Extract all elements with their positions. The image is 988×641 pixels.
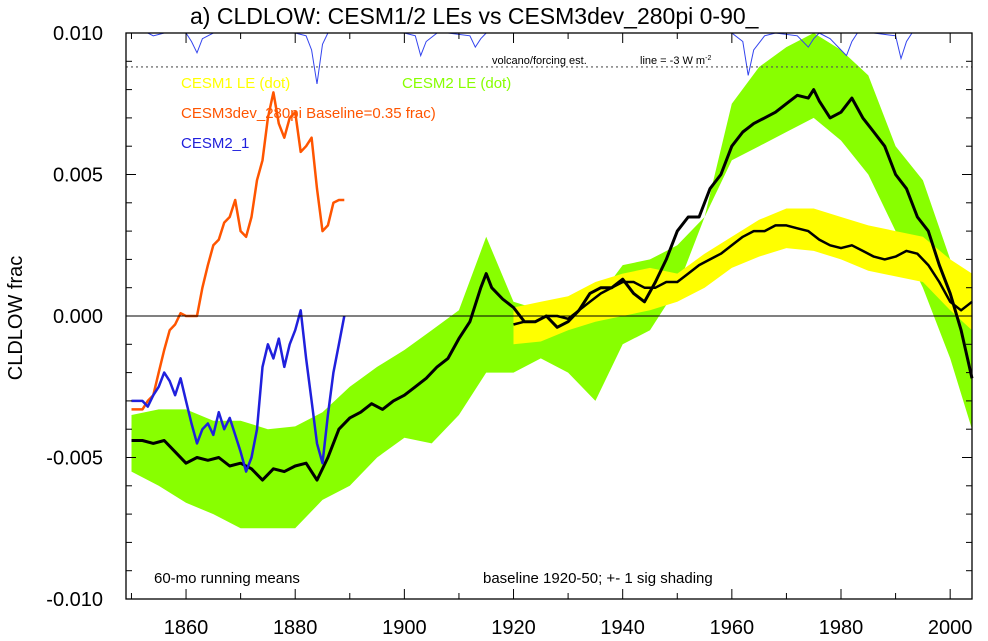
legend-cesm2-1: CESM2_1: [181, 135, 249, 152]
baseline-note: baseline 1920-50; +- 1 sig shading: [483, 570, 713, 587]
x-tick-label: 1860: [164, 617, 209, 639]
y-tick-label: -0.005: [46, 448, 103, 470]
y-tick-label: 0.010: [53, 23, 103, 45]
series-line-4: [131, 91, 345, 411]
running-mean-note: 60-mo running means: [154, 570, 300, 587]
legend-cesm3dev: CESM3dev_280pi Baseline=0.35 frac): [181, 105, 436, 122]
x-tick-label: 1940: [600, 617, 645, 639]
y-tick-label: -0.010: [46, 589, 103, 611]
x-tick-label: 1920: [491, 617, 536, 639]
lines-layer: [131, 88, 974, 482]
y-tick-label: 0.000: [53, 306, 103, 328]
x-tick-label: 1880: [273, 617, 318, 639]
line-scale-label: line = -3 W m-2: [640, 55, 711, 67]
band-1: [513, 208, 972, 345]
y-axis-label: CLDLOW frac: [5, 256, 27, 380]
series-line-2: [131, 88, 974, 482]
x-tick-label: 2000: [928, 617, 973, 639]
volcano-label: volcano/forcing est.: [492, 55, 587, 67]
x-tick-label: 1960: [710, 617, 755, 639]
legend-cesm1: CESM1 LE (dot): [181, 75, 290, 92]
bands-layer: [131, 33, 972, 529]
ticks-layer: 1860 1880 1900 1920 1940 1960 1980 2000 -0.010 -0…: [46, 23, 972, 639]
y-tick-label: 0.005: [53, 165, 103, 187]
x-tick-label: 1980: [819, 617, 864, 639]
line-scale-sup: -2: [705, 55, 711, 62]
x-tick-label: 1900: [382, 617, 427, 639]
series-line-3: [513, 224, 973, 326]
band-0: [131, 33, 972, 529]
legend-cesm2: CESM2 LE (dot): [402, 75, 511, 92]
chart-title: a) CLDLOW: CESM1/2 LEs vs CESM3dev_280pi…: [190, 3, 760, 29]
series-line-5: [131, 309, 346, 473]
line-scale-text: line = -3 W m: [640, 55, 705, 67]
